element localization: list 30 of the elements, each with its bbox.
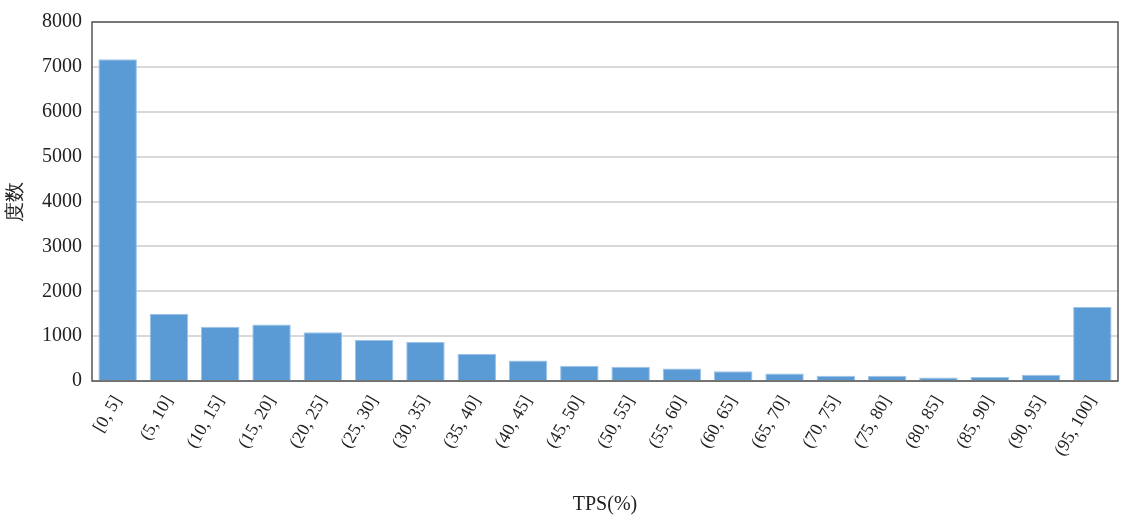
x-tick-label: (35, 40] [438, 391, 486, 452]
y-tick-label: 1000 [42, 323, 82, 346]
x-tick-label: (40, 45] [489, 391, 537, 452]
y-tick-label: 6000 [42, 99, 82, 122]
x-tick-label: (15, 20] [233, 391, 280, 452]
y-tick-label: 2000 [42, 278, 82, 301]
x-tick-label: (90, 95] [1002, 391, 1050, 452]
y-tick-label: 8000 [42, 9, 82, 32]
x-tick-label: (30, 35] [387, 391, 434, 452]
x-tick-label: (85, 90] [951, 391, 999, 452]
x-tick-label: (65, 70] [746, 391, 793, 452]
y-tick-label: 3000 [42, 233, 82, 256]
y-tick-label: 7000 [42, 54, 82, 77]
x-tick-label: [0, 5] [88, 391, 126, 436]
x-tick-label: (10, 15] [182, 391, 229, 452]
x-tick-label: (75, 80] [848, 391, 896, 452]
x-axis-title: TPS(%) [572, 492, 638, 516]
x-tick-label: (80, 85] [900, 391, 947, 452]
x-tick-label: (20, 25] [284, 391, 332, 452]
y-tick-label: 4000 [42, 188, 82, 211]
x-tick-label: (5, 10] [135, 391, 178, 444]
x-tick-label: (55, 60] [643, 391, 691, 452]
y-tick-label: 0 [72, 368, 82, 391]
y-axis-title: 度数 [3, 181, 26, 222]
x-tick-label: (50, 55] [592, 391, 640, 452]
x-tick-label: (25, 30] [335, 391, 383, 452]
x-tick-label: (70, 75] [797, 391, 845, 452]
x-tick-label: (60, 65] [695, 391, 742, 452]
y-tick-label: 5000 [42, 143, 82, 166]
x-tick-label: (45, 50] [541, 391, 588, 452]
